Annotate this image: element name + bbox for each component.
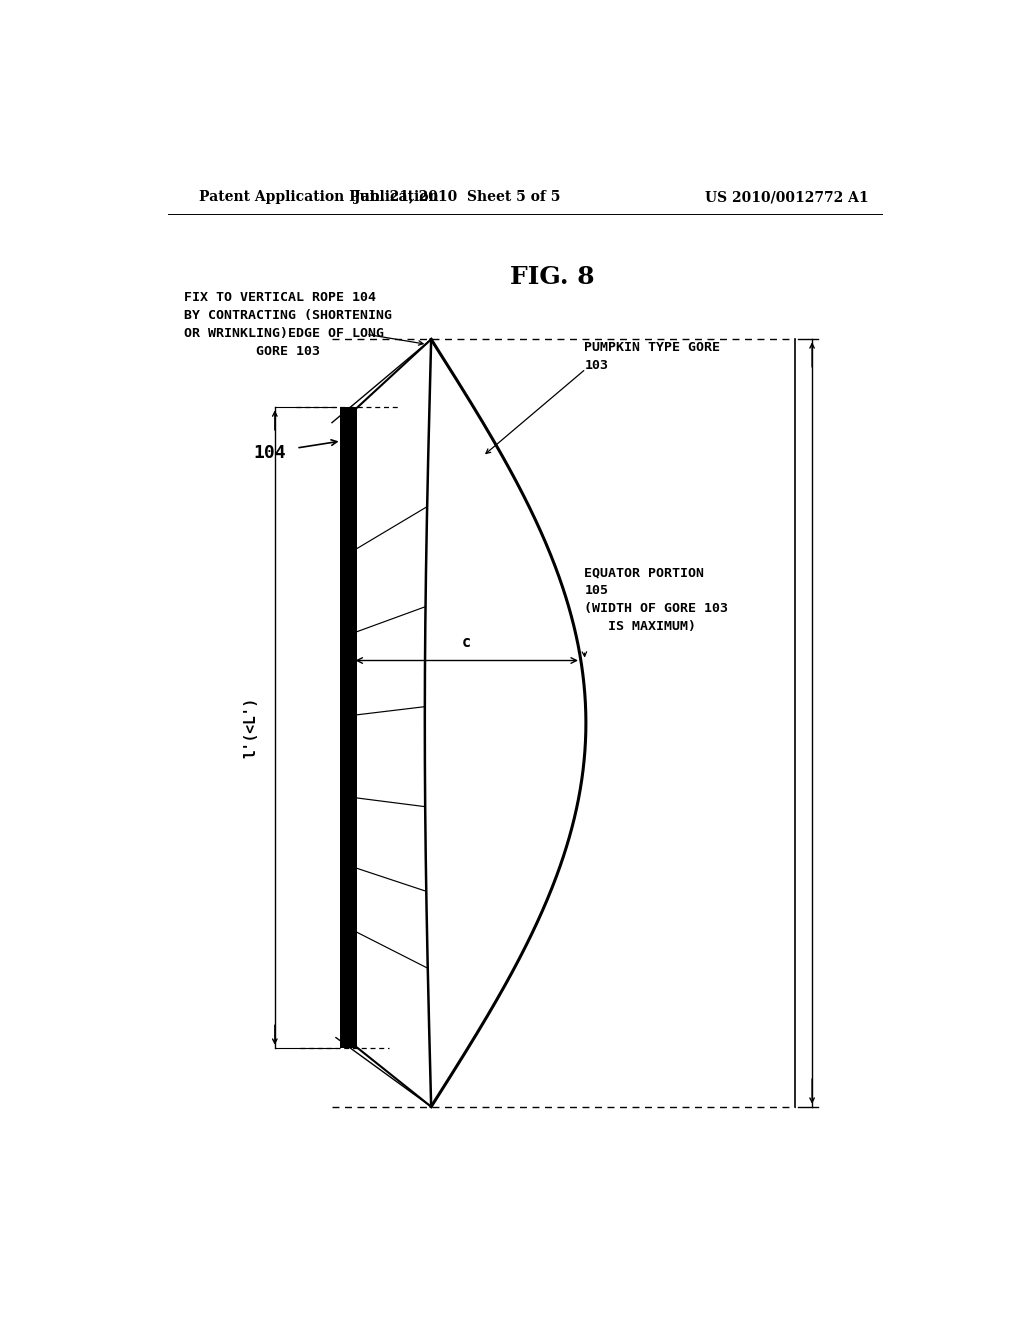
Text: Patent Application Publication: Patent Application Publication (200, 190, 439, 205)
Text: FIG. 8: FIG. 8 (510, 265, 595, 289)
Bar (340, 408, 357, 1048)
Text: c: c (462, 635, 471, 649)
Text: 104: 104 (253, 444, 286, 462)
Text: PUMPKIN TYPE GORE
103: PUMPKIN TYPE GORE 103 (585, 341, 720, 372)
Text: FIX TO VERTICAL ROPE 104
BY CONTRACTING (SHORTENING
OR WRINKLING)EDGE OF LONG
  : FIX TO VERTICAL ROPE 104 BY CONTRACTING … (183, 290, 391, 358)
Text: EQUATOR PORTION
105
(WIDTH OF GORE 103
   IS MAXIMUM): EQUATOR PORTION 105 (WIDTH OF GORE 103 I… (585, 566, 728, 634)
Text: l'(<L'): l'(<L') (244, 697, 258, 758)
Text: US 2010/0012772 A1: US 2010/0012772 A1 (705, 190, 868, 205)
Text: Jan. 21, 2010  Sheet 5 of 5: Jan. 21, 2010 Sheet 5 of 5 (354, 190, 560, 205)
